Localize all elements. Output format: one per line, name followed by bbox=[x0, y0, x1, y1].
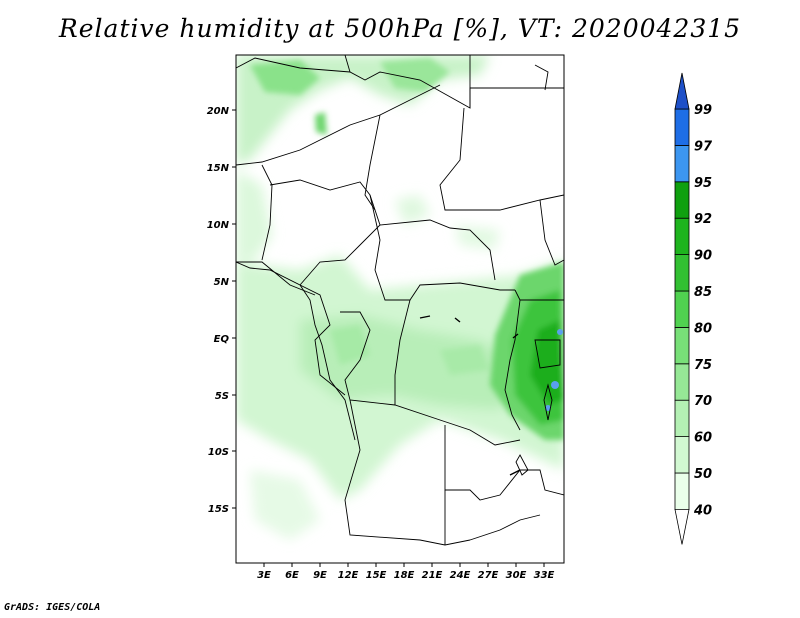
colorbar-label: 60 bbox=[694, 431, 712, 446]
humidity-field bbox=[236, 55, 564, 563]
lon-label: 15E bbox=[366, 570, 387, 581]
lake-outlines bbox=[419, 315, 521, 476]
colorbar-label: 70 bbox=[694, 394, 712, 409]
colorbar-segment bbox=[674, 399, 690, 438]
latitude-labels: 20N 15N 10N 5N EQ 5S 10S 15S bbox=[207, 106, 230, 515]
lat-label: 15S bbox=[208, 504, 229, 515]
lon-label: 12E bbox=[338, 570, 359, 581]
colorbar-segment bbox=[674, 436, 690, 474]
lon-label: 24E bbox=[450, 570, 471, 581]
colorbar-segment bbox=[674, 326, 690, 365]
lon-label: 6E bbox=[285, 570, 299, 581]
lon-label: 27E bbox=[478, 570, 499, 581]
colorbar-label: 92 bbox=[694, 212, 712, 227]
lat-label: 20N bbox=[207, 106, 230, 117]
colorbar-segment bbox=[674, 108, 690, 146]
lat-label: EQ bbox=[214, 334, 230, 345]
map-frame bbox=[235, 54, 565, 564]
longitude-labels: 3E 6E 9E 12E 15E 18E 21E 24E 27E 30E 33E bbox=[257, 570, 554, 581]
lon-label: 30E bbox=[506, 570, 527, 581]
colorbar-label: 95 bbox=[694, 176, 712, 191]
colorbar-label: 40 bbox=[693, 503, 712, 518]
colorbar-label: 50 bbox=[694, 467, 712, 482]
colorbar-segment bbox=[674, 363, 690, 401]
lat-label: 5S bbox=[215, 391, 229, 402]
colorbar: 40 50 60 70 75 80 85 90 92 95 97 99 bbox=[674, 72, 713, 545]
country-borders bbox=[236, 55, 564, 546]
lon-label: 21E bbox=[422, 570, 443, 581]
lon-label: 18E bbox=[394, 570, 415, 581]
lat-label: 15N bbox=[207, 163, 230, 174]
colorbar-segment bbox=[674, 217, 690, 255]
lat-label: 5N bbox=[214, 277, 230, 288]
colorbar-label: 90 bbox=[694, 249, 712, 264]
lon-label: 9E bbox=[313, 570, 327, 581]
grads-credit: GrADS: IGES/COLA bbox=[4, 602, 101, 613]
colorbar-segment bbox=[674, 290, 690, 328]
colorbar-label: 97 bbox=[694, 139, 713, 154]
axis-ticks bbox=[232, 109, 545, 567]
colorbar-min-arrow bbox=[674, 508, 690, 545]
colorbar-segment bbox=[674, 472, 690, 510]
lat-label: 10N bbox=[207, 220, 230, 231]
colorbar-segment bbox=[674, 254, 690, 292]
colorbar-label: 75 bbox=[694, 358, 712, 373]
colorbar-label: 85 bbox=[694, 285, 712, 300]
colorbar-label: 99 bbox=[694, 103, 712, 118]
colorbar-segment bbox=[674, 181, 690, 219]
lat-label: 10S bbox=[208, 447, 229, 458]
lon-label: 33E bbox=[534, 570, 555, 581]
colorbar-segment bbox=[674, 144, 690, 183]
colorbar-label: 80 bbox=[694, 321, 712, 336]
colorbar-max-arrow bbox=[674, 72, 690, 110]
lon-label: 3E bbox=[257, 570, 271, 581]
map-title: Relative humidity at 500hPa [%], VT: 202… bbox=[58, 14, 742, 43]
